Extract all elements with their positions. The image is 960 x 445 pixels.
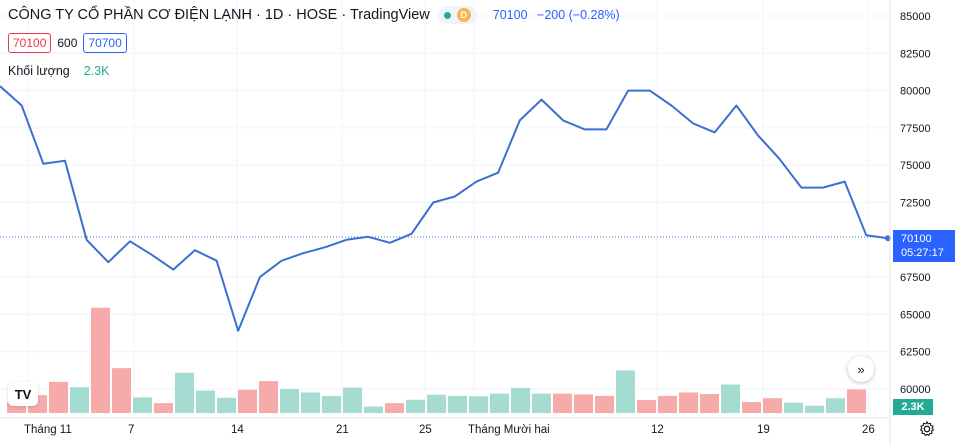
price-axis-label: 75000 <box>900 160 931 172</box>
time-axis-label: Tháng 11 <box>24 424 72 436</box>
chart-header: CÔNG TY CỔ PHẦN CƠ ĐIỆN LẠNH · 1D · HOSE… <box>8 6 620 24</box>
volume-bar <box>826 398 845 413</box>
volume-bar <box>112 368 131 413</box>
spread-value: 600 <box>57 36 78 50</box>
volume-value: 2.3K <box>83 64 110 78</box>
volume-bar <box>574 394 593 413</box>
volume-bar <box>595 395 614 413</box>
volume-bar <box>175 372 194 413</box>
time-axis-label: Tháng Mười hai <box>468 424 550 436</box>
volume-bar <box>343 387 362 413</box>
last-price-value: 70100 <box>492 8 528 22</box>
price-axis-label: 72500 <box>900 198 931 210</box>
time-axis-label: 19 <box>757 424 770 436</box>
market-status-pill[interactable]: D <box>437 6 477 24</box>
chart-grid <box>0 0 890 413</box>
volume-bar <box>133 397 152 413</box>
volume-bar <box>322 395 341 413</box>
volume-bar <box>553 393 572 413</box>
price-axis-label: 65000 <box>900 309 931 321</box>
volume-bar <box>70 387 89 413</box>
volume-bar <box>805 405 824 413</box>
volume-bar <box>490 393 509 413</box>
sell-price-button[interactable]: 70100 <box>8 33 52 53</box>
price-change-value: −200 (−0.28%) <box>537 8 620 22</box>
volume-bar <box>763 398 782 413</box>
volume-bar <box>847 389 866 413</box>
volume-bar <box>196 390 215 413</box>
volume-label: Khối lượng <box>8 64 70 78</box>
tradingview-logo[interactable]: TV <box>8 382 38 406</box>
price-axis-label: 80000 <box>900 86 931 98</box>
price-axis-label: 62500 <box>900 347 931 359</box>
time-axis-label: 25 <box>419 424 432 436</box>
price-readout: 70100 −200 (−0.28%) <box>493 8 620 22</box>
buy-price-button[interactable]: 70700 <box>83 33 127 53</box>
volume-bars <box>7 307 866 413</box>
volume-bar <box>721 384 740 413</box>
volume-bar <box>658 395 677 413</box>
volume-bar <box>784 402 803 413</box>
price-axis[interactable]: 85000 82500 80000 77500 75000 72500 67500 65000… <box>889 0 931 445</box>
symbol-title[interactable]: CÔNG TY CỔ PHẦN CƠ ĐIỆN LẠNH · 1D · HOSE… <box>8 7 430 23</box>
time-axis-label: 26 <box>862 424 875 436</box>
volume-bar <box>637 400 656 413</box>
last-price-tag-value: 70100 <box>901 233 932 245</box>
volume-tag: 2.3K <box>893 399 933 415</box>
volume-bar <box>532 393 551 413</box>
volume-bar <box>238 389 257 413</box>
bid-ask-row: 70100 600 70700 <box>8 33 127 53</box>
volume-bar <box>616 370 635 413</box>
volume-bar <box>448 395 467 413</box>
volume-bar <box>700 394 719 413</box>
market-open-dot-icon <box>443 11 451 19</box>
delayed-data-icon: D <box>456 8 471 22</box>
price-axis-label: 77500 <box>900 123 931 135</box>
price-axis-label: 67500 <box>900 272 931 284</box>
time-axis-label: 14 <box>231 424 244 436</box>
volume-bar <box>280 389 299 413</box>
volume-bar <box>511 387 530 413</box>
volume-bar <box>364 406 383 413</box>
price-axis-label: 82500 <box>900 48 931 60</box>
volume-bar <box>679 392 698 413</box>
volume-bar <box>427 394 446 413</box>
volume-bar <box>217 397 236 413</box>
time-axis[interactable]: Tháng 11 7 14 21 25 Tháng Mười hai 12 19 26 <box>0 417 890 436</box>
gear-icon[interactable] <box>918 420 936 438</box>
volume-bar <box>154 403 173 413</box>
double-chevron-right-icon: » <box>857 361 865 377</box>
volume-bar <box>406 399 425 413</box>
volume-legend[interactable]: Khối lượng 2.3K <box>8 64 109 78</box>
time-axis-label: 7 <box>128 424 134 436</box>
time-axis-label: 21 <box>336 424 349 436</box>
price-axis-label: 85000 <box>900 11 931 23</box>
last-price-tag: 70100 05:27:17 <box>893 230 955 262</box>
volume-bar <box>49 381 68 413</box>
price-axis-label: 60000 <box>900 384 931 396</box>
scroll-to-realtime-button[interactable]: » <box>848 356 874 382</box>
volume-bar <box>91 307 110 413</box>
volume-bar <box>301 392 320 413</box>
volume-bar <box>259 381 278 413</box>
volume-bar <box>469 396 488 413</box>
price-line <box>0 85 889 332</box>
volume-bar <box>385 403 404 413</box>
volume-bar <box>742 401 761 413</box>
bar-countdown: 05:27:17 <box>901 247 944 259</box>
volume-bar <box>7 402 26 413</box>
time-axis-label: 12 <box>651 424 664 436</box>
